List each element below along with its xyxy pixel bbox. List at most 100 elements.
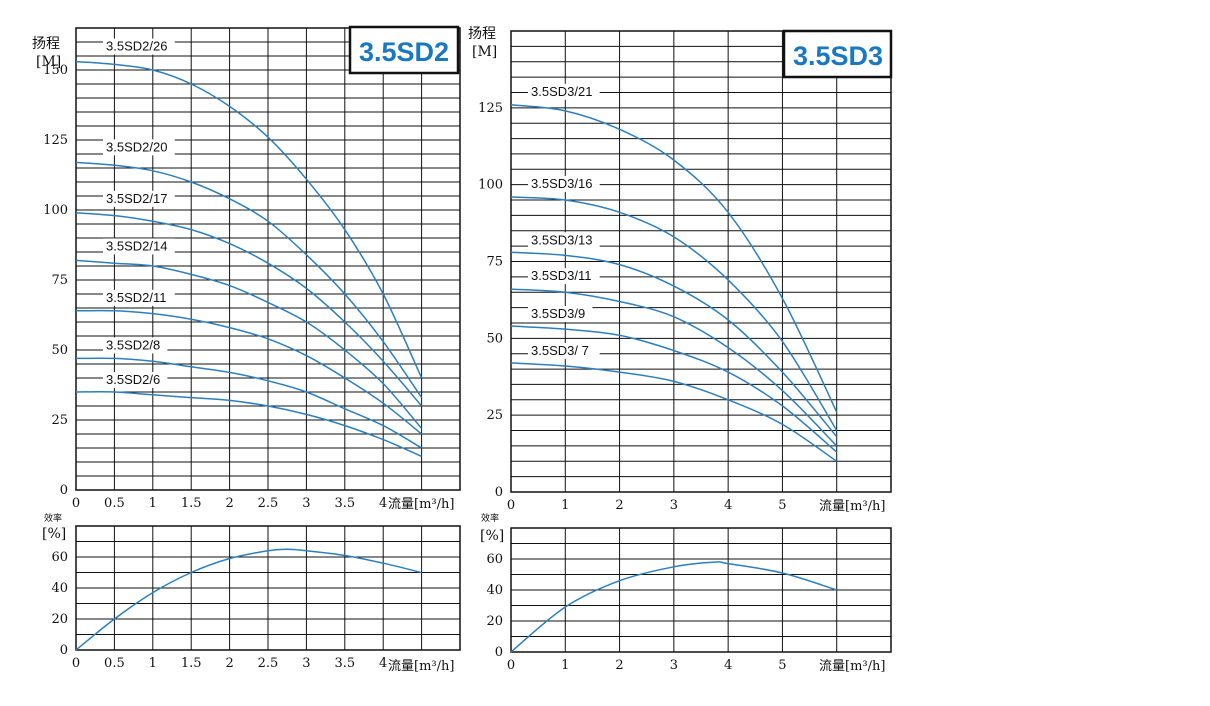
series-curve-efficiency [510, 561, 837, 653]
x-tick-label: 5 [778, 658, 786, 673]
y-tick-label: 60 [486, 552, 503, 567]
chart-3-5sd2-head-xlabel: 流量[m³/h] [388, 497, 454, 512]
y-tick-label: 50 [51, 343, 68, 358]
x-tick-label: 0 [72, 656, 80, 671]
series-label: 3.5SD3/11 [531, 268, 591, 283]
x-tick-label: 2 [615, 658, 623, 673]
x-tick-label: 4 [379, 656, 387, 671]
series-curve-3-5sd2-17 [75, 212, 423, 407]
series-curve-3-5sd2-6 [75, 391, 422, 458]
y-tick-label: 60 [51, 550, 68, 565]
chart-3-5sd3-efficiency: 效率 [%] 0 20 40 60 0 1 2 3 4 5 流量[m³/h] [480, 512, 892, 674]
series-curve-3-5sd2-26 [75, 60, 423, 379]
series-label: 3.5SD3/13 [531, 232, 592, 247]
chart-3-5sd2-head-grid [75, 27, 461, 491]
x-tick-label: 3.5 [334, 496, 355, 511]
x-tick-label: 0.5 [104, 496, 125, 511]
series-curve-3-5sd3-9 [510, 325, 838, 453]
y-tick-label: 25 [51, 413, 68, 428]
x-tick-label: 1 [149, 656, 157, 671]
x-tick-label: 3 [302, 656, 310, 671]
y-tick-label: 100 [43, 203, 68, 218]
x-tick-label: 1 [149, 496, 157, 511]
series-label: 3.5SD2/20 [106, 139, 167, 154]
y-tick-label: 100 [478, 178, 503, 193]
y-tick-label: 0 [60, 483, 68, 498]
chart-3-5sd3-head: 扬程 [M] 0 25 50 75 100 125 0 1 2 3 4 5 流量[m³/h] 3.5… [468, 26, 893, 514]
series-label-background [528, 232, 600, 249]
x-tick-label: 0 [507, 498, 515, 513]
series-label: 3.5SD2/14 [106, 238, 167, 253]
series-label-background [103, 190, 175, 207]
chart-3-5sd2-head-yticks: 0 25 50 75 100 125 150 [43, 63, 68, 498]
chart-3-5sd2-efficiency-yticks: 0 20 40 60 [51, 550, 68, 658]
chart-3-5sd2-title-box [348, 25, 460, 75]
y-tick-label: 0 [60, 643, 68, 658]
x-tick-label: 4 [724, 498, 732, 513]
series-label: 3.5SD3/ 7 [531, 343, 589, 358]
x-tick-label: 2.5 [258, 496, 279, 511]
chart-3-5sd2-head-ylabel-line1: 扬程 [32, 36, 60, 52]
x-tick-label: 3.5 [334, 656, 355, 671]
y-tick-label: 20 [486, 614, 503, 629]
series-label-background [528, 175, 600, 192]
chart-3-5sd2-efficiency-grid [75, 525, 461, 651]
y-tick-label: 25 [486, 408, 503, 423]
chart-3-5sd3-head-grid [510, 30, 892, 493]
series-label-background [103, 337, 168, 354]
series-label: 3.5SD3/9 [531, 306, 585, 321]
x-tick-label: 4 [379, 496, 387, 511]
series-label: 3.5SD3/16 [531, 176, 592, 191]
series-curve-3-5sd3-7 [510, 362, 838, 462]
series-label: 3.5SD2/26 [106, 39, 167, 54]
y-tick-label: 75 [486, 255, 503, 270]
y-tick-label: 0 [495, 645, 503, 660]
series-label: 3.5SD2/8 [106, 337, 160, 352]
series-label: 3.5SD3/21 [531, 84, 592, 99]
plot-frame [75, 525, 461, 651]
chart-3-5sd3-efficiency-xlabel: 流量[m³/h] [819, 659, 885, 674]
chart-3-5sd3-head-xlabel: 流量[m³/h] [819, 499, 885, 514]
x-tick-label: 5 [778, 498, 786, 513]
y-tick-label: 20 [51, 612, 68, 627]
chart-3-5sd3-title-box [782, 29, 893, 79]
chart-3-5sd3-head-xticks: 0 1 2 3 4 5 [507, 498, 787, 513]
y-tick-label: 40 [486, 583, 503, 598]
y-tick-label: 125 [478, 101, 503, 116]
chart-3-5sd2-efficiency: 效率 [%] 0 20 40 60 0 0.5 1 1.5 2 2.5 3 3.5 4 流量[m³/h… [42, 512, 461, 674]
series-curve-efficiency [75, 548, 422, 651]
x-tick-label: 1.5 [181, 656, 202, 671]
plot-frame [510, 527, 892, 653]
x-tick-label: 1.5 [181, 496, 202, 511]
chart-3-5sd2-head-ylabel-line2: [M] [36, 54, 61, 70]
series-curve-3-5sd2-14 [75, 259, 423, 429]
chart-3-5sd3-efficiency-yticks: 0 20 40 60 [486, 552, 503, 660]
chart-3-5sd3-head-curves: 3.5SD3/21 3.5SD3/16 3.5SD3/13 3.5SD3/11 3.5S… [510, 83, 838, 462]
series-label-background [528, 83, 600, 100]
x-tick-label: 1 [561, 658, 569, 673]
chart-3-5sd2-head: 扬程 [M] 0 25 50 75 100 125 150 0 0.5 1 1.5 2 2.5 3 3.5… [32, 25, 461, 512]
x-tick-label: 0.5 [104, 656, 125, 671]
chart-3-5sd2-efficiency-xticks: 0 0.5 1 1.5 2 2.5 3 3.5 4 [72, 656, 387, 671]
series-curve-3-5sd3-11 [510, 288, 838, 447]
series-label-background [103, 38, 175, 55]
series-curve-3-5sd2-8 [75, 357, 422, 449]
plot-frame [510, 30, 892, 493]
series-curve-3-5sd3-16 [510, 196, 838, 431]
x-tick-label: 3 [670, 658, 678, 673]
series-label: 3.5SD2/11 [106, 290, 166, 305]
y-tick-label: 150 [43, 63, 68, 78]
chart-3-5sd2-title: 3.5SD2 [359, 37, 449, 67]
chart-3-5sd2-efficiency-ylabel-line1: 效率 [44, 512, 62, 524]
x-tick-label: 3 [670, 498, 678, 513]
x-tick-label: 2 [225, 496, 233, 511]
x-tick-label: 2 [225, 656, 233, 671]
chart-3-5sd3-efficiency-xticks: 0 1 2 3 4 5 [507, 658, 787, 673]
chart-3-5sd3-efficiency-curves [510, 561, 837, 653]
x-tick-label: 3 [302, 496, 310, 511]
plot-frame [75, 27, 461, 491]
series-curve-3-5sd2-20 [75, 161, 423, 399]
x-tick-label: 0 [72, 496, 80, 511]
chart-3-5sd2-head-curves: 3.5SD2/26 3.5SD2/20 3.5SD2/17 3.5SD2/14 3.5S… [75, 38, 423, 458]
